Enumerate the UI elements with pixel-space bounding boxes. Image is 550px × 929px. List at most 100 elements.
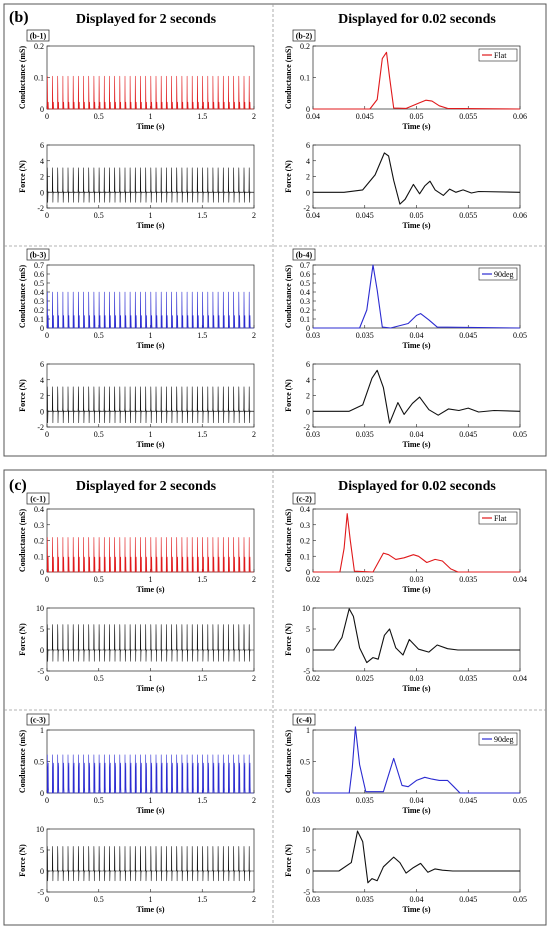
x-tick-label-b-4f-2: 0.04 <box>410 430 424 439</box>
y-tick-label-c-3-0: 0 <box>40 789 44 798</box>
x-tick-label-c-3-3: 1.5 <box>197 796 207 805</box>
y-axis-label-c-3f: Force (N) <box>18 844 27 877</box>
x-tick-label-b-4f-0: 0.03 <box>306 430 320 439</box>
x-tick-label-c-4f-1: 0.035 <box>356 895 374 904</box>
y-tick-label-b-4f-0: -2 <box>303 423 310 432</box>
series-line-c-2-0 <box>313 513 520 573</box>
x-tick-label-b-1-3: 1.5 <box>197 112 207 121</box>
panel-label-box-c-4 <box>292 713 316 726</box>
section-c-frame <box>3 469 547 926</box>
y-tick-label-c-2-0: 0 <box>306 568 310 577</box>
x-tick-label-b-2f-0: 0.04 <box>306 211 320 220</box>
plot-c-4: 0.03 0.035 0.04 0.045 0.05 0 0.5 1 Time (s) Condu… <box>284 713 527 815</box>
x-tick-label-b-3f-3: 1.5 <box>197 430 207 439</box>
y-tick-label-b-2-2: 0.2 <box>300 42 310 51</box>
y-tick-label-c-1-0: 0 <box>40 568 44 577</box>
x-tick-label-c-3f-4: 2 <box>252 895 256 904</box>
x-tick-label-c-4f-3: 0.045 <box>459 895 477 904</box>
x-tick-label-b-2f-4: 0.06 <box>513 211 527 220</box>
x-tick-label-c-1f-4: 2 <box>252 674 256 683</box>
y-tick-label-b-3f-2: 2 <box>40 392 44 401</box>
y-tick-label-b-3-1: 0.1 <box>34 315 44 324</box>
x-tick-label-c-4-2: 0.04 <box>410 796 424 805</box>
panel-label-box-c-2 <box>292 492 316 505</box>
panel-label-c-1: (c-1) <box>30 495 46 504</box>
y-tick-label-b-3f-4: 6 <box>40 360 44 369</box>
x-tick-label-c-1-2: 1 <box>149 575 153 584</box>
x-tick-label-c-2f-3: 0.035 <box>459 674 477 683</box>
x-axis-label-b-2f: Time (s) <box>402 221 430 230</box>
y-tick-label-c-3f-2: 5 <box>40 846 44 855</box>
x-tick-label-b-4-1: 0.035 <box>356 331 374 340</box>
panel-label-box-b-2 <box>292 29 316 42</box>
x-axis-label-b-3: Time (s) <box>136 341 164 350</box>
x-tick-label-c-1-4: 2 <box>252 575 256 584</box>
y-tick-label-b-3-0: 0 <box>40 324 44 333</box>
y-tick-label-b-1f-2: 2 <box>40 173 44 182</box>
y-axis-label-c-2f: Force (N) <box>284 623 293 656</box>
y-axis-label-c-1f: Force (N) <box>18 623 27 656</box>
x-tick-label-b-3-4: 2 <box>252 331 256 340</box>
x-tick-label-c-3f-2: 1 <box>149 895 153 904</box>
x-tick-label-c-4f-2: 0.04 <box>410 895 424 904</box>
y-tick-label-b-2f-1: 0 <box>306 188 310 197</box>
x-tick-label-c-2f-4: 0.04 <box>513 674 527 683</box>
y-tick-label-b-3-6: 0.6 <box>34 270 44 279</box>
y-tick-label-c-2-3: 0.3 <box>300 521 310 530</box>
x-tick-label-c-3f-1: 0.5 <box>94 895 104 904</box>
x-tick-label-c-4-3: 0.045 <box>459 796 477 805</box>
x-tick-label-b-4-4: 0.05 <box>513 331 527 340</box>
y-axis-label-b-2: Conductance (mS) <box>284 46 293 110</box>
x-tick-label-b-1-1: 0.5 <box>94 112 104 121</box>
x-axis-label-c-3: Time (s) <box>136 806 164 815</box>
x-tick-label-c-3f-3: 1.5 <box>197 895 207 904</box>
x-tick-label-b-3-2: 1 <box>149 331 153 340</box>
legend-label-c-4: 90deg <box>494 735 514 744</box>
panel-label-b-4: (b-4) <box>296 251 313 260</box>
y-tick-label-b-3-5: 0.5 <box>34 279 44 288</box>
x-tick-label-b-4f-4: 0.05 <box>513 430 527 439</box>
x-tick-label-b-4-3: 0.045 <box>459 331 477 340</box>
y-tick-label-c-2-1: 0.1 <box>300 552 310 561</box>
y-tick-label-b-3-7: 0.7 <box>34 261 44 270</box>
y-tick-label-b-2f-0: -2 <box>303 204 310 213</box>
y-axis-label-c-2: Conductance (mS) <box>284 509 293 573</box>
plot-c-1: 0 0.5 1 1.5 2 0 0.1 0.2 0.3 0.4 Time (s) Conductanc… <box>18 492 256 594</box>
x-axis-label-c-2f: Time (s) <box>402 684 430 693</box>
series-line-c-1-0 <box>46 537 255 573</box>
panel-label-box-b-1 <box>26 29 50 42</box>
axes-frame-b-4f <box>312 363 521 428</box>
y-tick-label-b-1-2: 0.2 <box>34 42 44 51</box>
plot-b-4: 0.03 0.035 0.04 0.045 0.0500.10.20.30.40.50.… <box>284 248 527 350</box>
x-tick-label-b-2f-1: 0.045 <box>356 211 374 220</box>
y-tick-label-b-3f-0: -2 <box>37 423 44 432</box>
y-tick-label-c-1f-1: 0 <box>40 646 44 655</box>
y-axis-label-c-4f: Force (N) <box>284 844 293 877</box>
x-tick-label-b-3f-2: 1 <box>149 430 153 439</box>
y-axis-label-b-3f: Force (N) <box>18 379 27 412</box>
x-tick-label-c-3-4: 2 <box>252 796 256 805</box>
x-tick-label-c-1f-0: 0 <box>45 674 49 683</box>
y-tick-label-b-4-5: 0.5 <box>300 279 310 288</box>
panel-label-box-b-4 <box>292 248 316 261</box>
plot-c-4f: 0.03 0.035 0.04 0.045 0.05 -5 0 5 10 Time (s) Forc… <box>284 825 527 914</box>
y-tick-label-c-1f-3: 10 <box>36 604 44 613</box>
legend-label-c-2: Flat <box>494 514 507 523</box>
section-c-right-header: Displayed for 0.02 seconds <box>338 479 496 494</box>
x-axis-label-c-1: Time (s) <box>136 585 164 594</box>
y-tick-label-c-4f-3: 10 <box>302 825 310 834</box>
axes-frame-c-2f <box>312 607 521 672</box>
legend-box-b-4 <box>478 267 518 281</box>
section-b-left-header: Displayed for 2 seconds <box>76 12 217 27</box>
series-line-c-2f-0 <box>313 608 520 664</box>
y-tick-label-b-2f-2: 2 <box>306 173 310 182</box>
x-tick-label-b-4f-3: 0.045 <box>459 430 477 439</box>
y-tick-label-b-3-2: 0.2 <box>34 306 44 315</box>
x-tick-label-b-3f-4: 2 <box>252 430 256 439</box>
x-tick-label-c-1f-1: 0.5 <box>94 674 104 683</box>
x-axis-label-c-2: Time (s) <box>402 585 430 594</box>
